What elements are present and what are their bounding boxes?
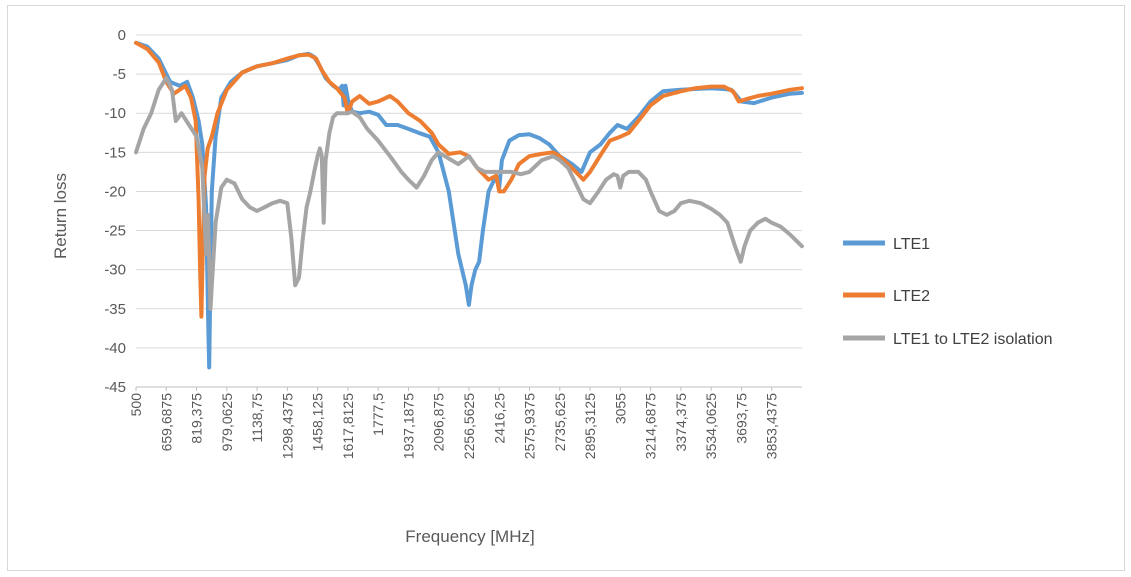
- x-tick-label: 2735,625: [552, 393, 568, 452]
- x-tick-label: 2895,3125: [582, 393, 598, 459]
- series-line-lte1: [134, 40, 804, 370]
- y-tick-label: -45: [104, 379, 126, 396]
- y-tick-label: -25: [104, 223, 126, 240]
- gridlines: [135, 34, 802, 391]
- x-tick-label: 500: [128, 393, 144, 417]
- y-tick-label: 0: [118, 27, 126, 44]
- y-axis-ticks: 0 -5 -10 -15 -20 -25 -30 -35 -40 -45: [104, 27, 126, 396]
- x-tick-label: 819,375: [189, 393, 205, 444]
- x-tick-label: 659,6875: [158, 393, 174, 452]
- x-tick-label: 3374,375: [673, 393, 689, 452]
- x-tick-label: 2575,9375: [522, 393, 538, 459]
- x-tick-label: 1777,5: [370, 393, 386, 436]
- x-tick-label: 1937,1875: [400, 393, 416, 459]
- y-tick-label: -10: [104, 105, 126, 122]
- legend: LTE1 LTE2 LTE1 to LTE2 isolation: [843, 236, 1053, 348]
- x-tick-label: 1617,8125: [340, 393, 356, 459]
- x-tick-label: 1138,75: [249, 393, 265, 443]
- y-tick-label: -40: [104, 340, 126, 357]
- x-tick-label: 1458,125: [310, 393, 326, 452]
- series-line-lte2: [134, 40, 804, 319]
- series-lines: [134, 40, 804, 370]
- legend-label: LTE1 to LTE2 isolation: [893, 331, 1053, 348]
- x-tick-label: 2096,875: [431, 393, 447, 452]
- x-tick-label: 3055: [612, 393, 628, 424]
- legend-label: LTE1: [893, 236, 930, 253]
- x-axis-title: Frequency [MHz]: [405, 527, 534, 546]
- y-tick-label: -35: [104, 301, 126, 318]
- legend-label: LTE2: [893, 288, 930, 305]
- x-tick-label: 3214,6875: [643, 393, 659, 459]
- x-axis-ticks: 500 659,6875 819,375 979,0625 1138,75 1298,43…: [128, 393, 780, 459]
- y-tick-label: -15: [104, 144, 126, 161]
- x-tick-label: 979,0625: [219, 393, 235, 452]
- x-tick-label: 3853,4375: [764, 393, 780, 459]
- series-line-lte1-to-lte2-isolation: [134, 76, 804, 311]
- line-chart: 0 -5 -10 -15 -20 -25 -30 -35 -40 -45 500 659,6875 8…: [51, 27, 1053, 546]
- y-tick-label: -20: [104, 183, 126, 200]
- y-axis-title: Return loss: [51, 173, 70, 259]
- x-tick-label: 1298,4375: [279, 393, 295, 459]
- chart-frame: 0 -5 -10 -15 -20 -25 -30 -35 -40 -45 500 659,6875 8…: [7, 5, 1125, 571]
- x-tick-label: 2416,25: [491, 393, 507, 444]
- x-tick-label: 3693,75: [733, 393, 749, 444]
- y-tick-label: -5: [113, 66, 126, 83]
- y-tick-label: -30: [104, 262, 126, 279]
- x-tick-label: 3534,0625: [703, 393, 719, 459]
- x-tick-label: 2256,5625: [461, 393, 477, 459]
